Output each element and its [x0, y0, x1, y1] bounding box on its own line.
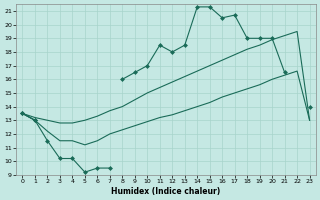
X-axis label: Humidex (Indice chaleur): Humidex (Indice chaleur) — [111, 187, 221, 196]
